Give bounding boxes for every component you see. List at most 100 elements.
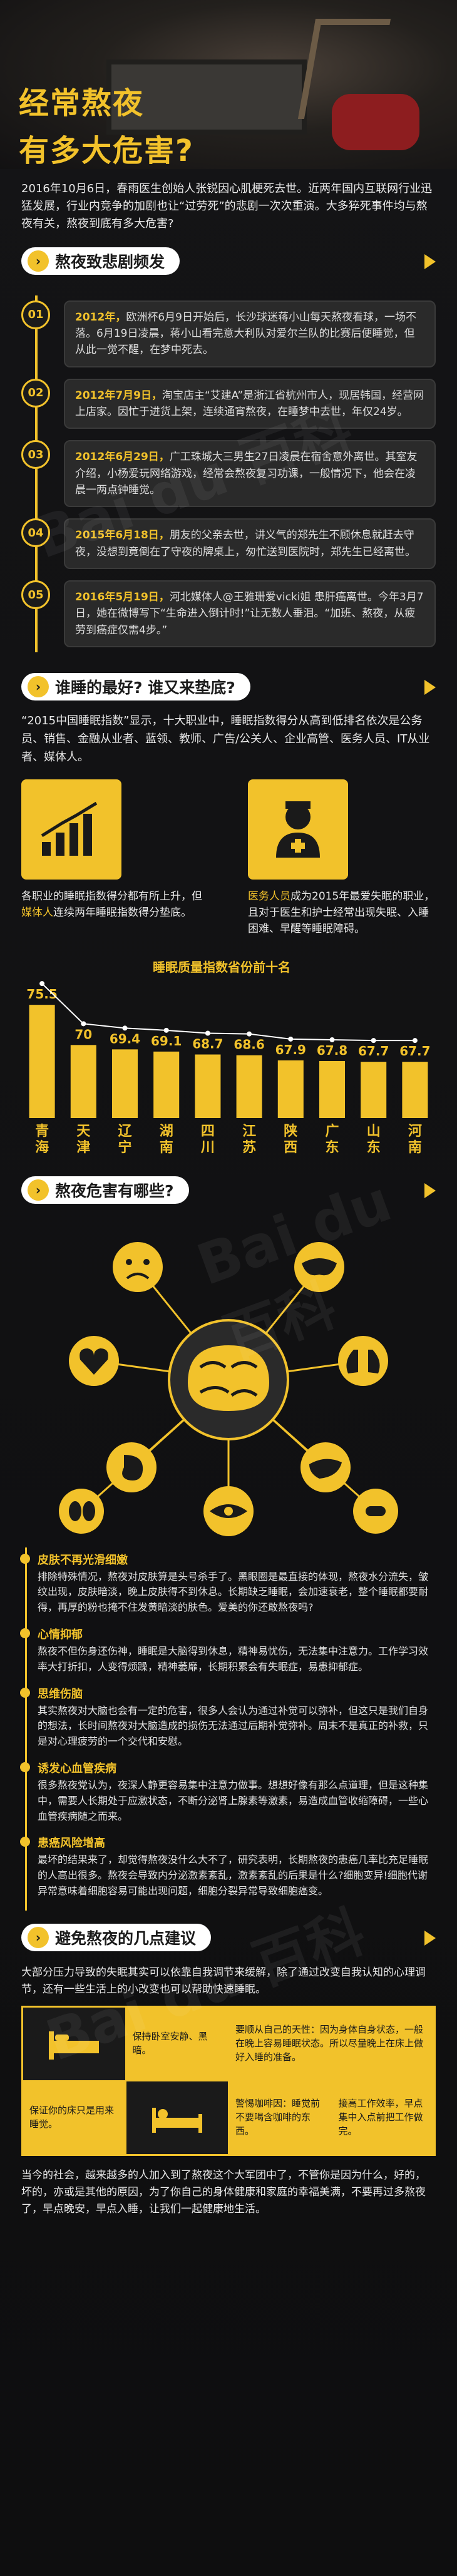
sleeping-person-illustration [332, 94, 419, 150]
harm-item: 患癌风险增高 最坏的结果来了，却觉得熬夜没什么大不了，研究表明，长期熬夜的患癌几率… [20, 1834, 436, 1899]
chart-trend-point [122, 1025, 128, 1030]
bullet-dot [20, 1687, 30, 1698]
chart-bar [70, 1044, 96, 1118]
chart-trend-line [41, 983, 415, 1041]
medical-text: 医务人员成为2015年最爱失眠的职业，且对于医生和护士经常出现失眠、入睡困难、早… [248, 888, 436, 938]
title-line-1: 经常熬夜 [19, 86, 145, 121]
bed-icon [23, 2007, 126, 2081]
arrow-right-icon [424, 1183, 436, 1198]
rising-bar-chart-icon [21, 779, 121, 880]
bullet-dot [20, 1762, 30, 1772]
sleep-quality-chart-svg: 睡眠质量指数省份前十名 75.5青海70天津69.4辽宁69.1湖南68.7四川… [26, 960, 430, 1156]
media-highlight: 媒体人 [21, 906, 53, 919]
profession-columns: 各职业的睡眠指数得分都有所上升，但媒体人连续两年睡眠指数得分垫底。 医务人员成为… [0, 776, 457, 942]
harm-item: 心情抑郁熬夜不但伤身还伤神，睡眠是大脑得到休息，精神易忧伤，无法集中注意力。工作… [20, 1626, 436, 1675]
sleeping-bed-icon [125, 2081, 228, 2155]
harm-item: 思维伤脑 其实熬夜对大脑也会有一定的危害，很多人会认为通过补觉可以弥补，但这只是我… [20, 1685, 436, 1750]
timeline-date: 2016年5月19日， [75, 591, 170, 604]
chart-data-label: 69.1 [151, 1033, 182, 1048]
medical-highlight: 医务人员 [248, 890, 290, 903]
timeline-card: 2012年，欧洲杯6月9日开始后，长沙球迷蒋小山每天熬夜看球，一场不落。6月19… [64, 300, 436, 367]
section-4-header: › 避免熬夜的几点建议 [0, 1916, 457, 1959]
section-3-title: 熬夜危害有哪些? [55, 1181, 174, 1200]
timeline-number: 05 [21, 580, 50, 610]
chart-trend-point [39, 980, 45, 986]
harm-heading: 心情抑郁 [38, 1628, 83, 1641]
chart-trend-point [288, 1036, 294, 1042]
chart-trend-point [329, 1037, 335, 1042]
harm-body: 其实熬夜对大脑也会有一定的危害，很多人会认为通过补觉可以弥补，但这只是我们自身的… [38, 1704, 429, 1748]
media-text: 各职业的睡眠指数得分都有所上升，但媒体人连续两年睡眠指数得分垫底。 [21, 888, 209, 921]
monitor-illustration [106, 59, 307, 135]
media-text-pre: 各职业的睡眠指数得分都有所上升，但 [21, 890, 202, 903]
chevron-right-icon: › [28, 676, 49, 698]
chart-trend-point [205, 1030, 210, 1036]
medical-text-post: 成为2015年最爱失眠的职业，且对于医生和护士经常出现失眠、入睡困难、早醒等睡眠… [248, 890, 435, 936]
eye-icon [203, 1486, 254, 1536]
chart-category-label: 东 [367, 1139, 381, 1156]
timeline-text: 淘宝店主“艾建A”是浙江省杭州市人，现居韩国，经营网上店家。因忙于进货上架，连续… [75, 389, 424, 419]
chart-bar [361, 1061, 387, 1118]
chart-category-label: 陕 [284, 1124, 297, 1139]
tip-natural-rhythm: 要顺从自己的天性：因为身体自身状态，一般在晚上容易睡眠状态。所以尽量晚上在床上做… [228, 2007, 434, 2081]
doctor-icon [248, 779, 348, 880]
tip-bed-only-sleep: 保证你的床只是用来睡觉。 [23, 2081, 126, 2155]
chart-category-label: 湖 [160, 1124, 173, 1139]
timeline-text: 欧洲杯6月9日开始后，长沙球迷蒋小山每天熬夜看球，一场不落。6月19日凌晨，蒋小… [75, 310, 416, 357]
title-line-2: 有多大危害? [19, 133, 194, 168]
bullet-dot [20, 1837, 30, 1847]
harm-item: 皮肤不再光滑细嫩 排除特殊情况，熬夜对皮肤算是头号杀手了。黑眼圈是最直接的体现，熬… [20, 1551, 436, 1616]
chart-category-label: 川 [200, 1140, 215, 1156]
timeline-date: 2012年6月29日， [75, 451, 170, 464]
timeline-item: 04 2015年6月18日，朋友的父亲去世，讲义气的郑先生不顾休息就赶去守夜，没… [21, 518, 436, 570]
harm-body: 熬夜不但伤身还伤神，睡眠是大脑得到休息，精神易忧伤，无法集中注意力。工作学习效率… [38, 1645, 429, 1673]
chart-data-label: 67.9 [275, 1042, 306, 1057]
timeline-item: 02 2012年7月9日，淘宝店主“艾建A”是浙江省杭州市人，现居韩国，经营网上… [21, 378, 436, 429]
harm-list: 皮肤不再光滑细嫩 排除特殊情况，熬夜对皮肤算是头号杀手了。黑眼圈是最直接的体现，熬… [0, 1542, 457, 1916]
timeline-date: 2012年， [75, 310, 126, 324]
timeline-date: 2012年7月9日， [75, 389, 162, 402]
chart-bar [402, 1061, 428, 1118]
chart-trend-point [163, 1027, 169, 1033]
harm-hub-diagram [0, 1217, 457, 1542]
heart-icon [69, 1335, 119, 1386]
harm-body: 排除特殊情况，熬夜对皮肤算是头号杀手了。黑眼圈是最直接的体现，熬夜水分流失，皱纹… [38, 1570, 429, 1614]
section-2-pill: › 谁睡的最好? 谁又来垫底? [21, 673, 250, 701]
sad-face-icon [113, 1241, 163, 1292]
stomach-icon [106, 1442, 157, 1492]
harm-item: 诱发心血管疾病很多熬夜党认为，夜深人静更容易集中注意力做事。想想好像有那么点道理… [20, 1760, 436, 1824]
timeline-text: 朋友的父亲去世，讲义气的郑先生不顾休息就赶去守夜，没想到竟倒在了守夜的牌桌上，匆… [75, 529, 416, 558]
harm-body: 很多熬夜党认为，夜深人静更容易集中注意力做事。想想好像有那么点道理，但是这种集中… [38, 1778, 429, 1822]
chart-bar [195, 1054, 221, 1118]
timeline-card: 2015年6月18日，朋友的父亲去世，讲义气的郑先生不顾休息就赶去守夜，没想到竟… [64, 518, 436, 570]
timeline-card: 2012年6月29日，广工珠城大三男生27日凌晨在宿舍意外离世。其室友介绍，小杨… [64, 440, 436, 508]
tip-quiet-room: 保持卧室安静、黑暗。 [125, 2007, 228, 2081]
timeline-number: 02 [21, 378, 50, 408]
timeline-item: 01 2012年，欧洲杯6月9日开始后，长沙球迷蒋小山每天熬夜看球，一场不落。6… [21, 300, 436, 367]
timeline-number: 04 [21, 518, 50, 548]
arrow-right-icon [424, 1930, 436, 1946]
section-2-header: › 谁睡的最好? 谁又来垫底? [0, 665, 457, 709]
section-3-pill: › 熬夜危害有哪些? [21, 1176, 189, 1204]
chart-category-label: 山 [367, 1124, 381, 1139]
chart-data-label: 69.4 [110, 1031, 140, 1046]
chart-data-label: 67.7 [399, 1044, 430, 1059]
page-title: 经常熬夜 有多大危害? [19, 78, 194, 170]
harm-list-line [25, 1547, 27, 1911]
sleep-index-intro: “2015中国睡眠指数”显示，十大职业中，睡眠指数得分从高到低排名依次是公务员、… [21, 714, 430, 764]
chart-category-label: 河 [408, 1124, 422, 1139]
harm-heading: 诱发心血管疾病 [38, 1762, 116, 1775]
chart-category-label: 辽 [118, 1124, 132, 1139]
timeline-card: 2012年7月9日，淘宝店主“艾建A”是浙江省杭州市人，现居韩国，经营网上店家。… [64, 378, 436, 429]
chart-bar [236, 1055, 262, 1118]
section-1-title: 熬夜致悲剧频发 [55, 252, 165, 271]
media-column: 各职业的睡眠指数得分都有所上升，但媒体人连续两年睡眠指数得分垫底。 [21, 779, 209, 938]
chart-category-label: 四 [201, 1124, 215, 1139]
bullet-dot [20, 1553, 30, 1564]
section-3-header: › 熬夜危害有哪些? [0, 1168, 457, 1212]
brain-icon [168, 1318, 289, 1440]
chart-category-label: 津 [76, 1139, 90, 1156]
chart-data-label: 68.7 [192, 1036, 223, 1051]
chart-trend-point [81, 1020, 86, 1026]
